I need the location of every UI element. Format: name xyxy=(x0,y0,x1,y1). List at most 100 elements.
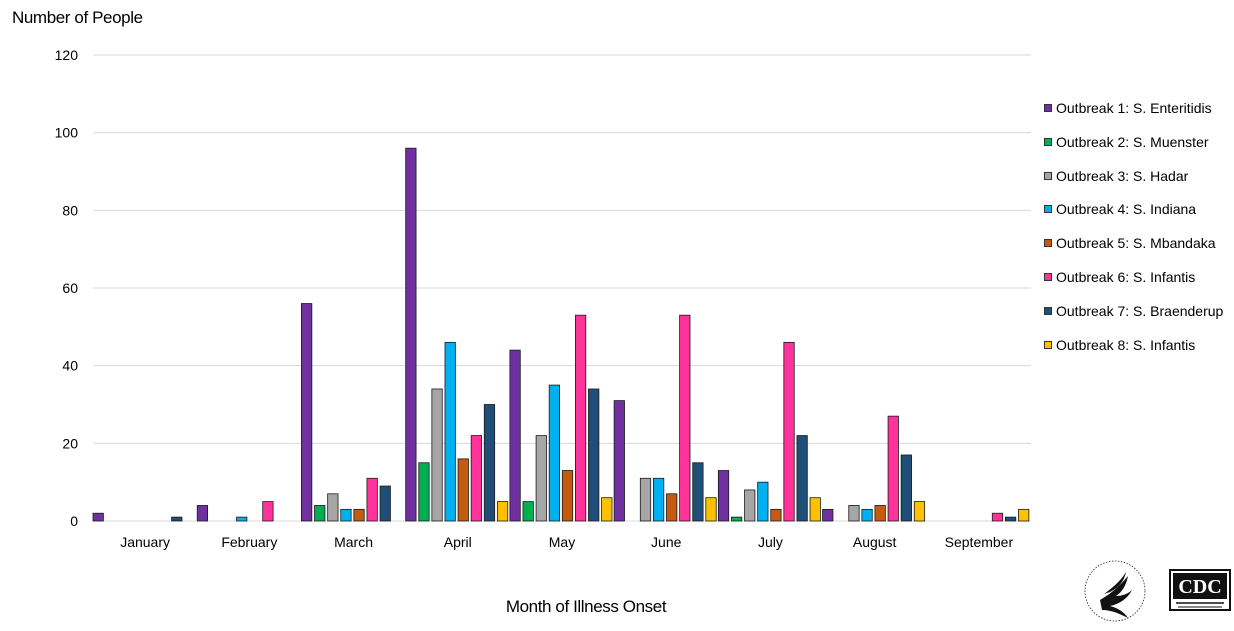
bar xyxy=(991,512,1004,522)
bar xyxy=(548,384,560,522)
legend-label: Outbreak 3: S. Hadar xyxy=(1056,167,1189,184)
bar xyxy=(574,314,587,522)
bar xyxy=(639,477,652,522)
legend-label: Outbreak 2: S. Muenster xyxy=(1056,133,1209,150)
bar xyxy=(379,485,391,522)
x-axis-title: Month of Illness Onset xyxy=(505,597,667,616)
bar xyxy=(1004,516,1017,522)
x-tick-label: March xyxy=(334,534,373,550)
bar xyxy=(653,477,665,522)
legend-item: Outbreak 4: S. Indiana xyxy=(1044,199,1196,219)
legend-label: Outbreak 6: S. Infantis xyxy=(1056,269,1196,285)
bar xyxy=(874,505,886,522)
legend-item: Outbreak 5: S. Mbandaka xyxy=(1044,233,1216,253)
bar xyxy=(509,349,521,522)
y-axis-title: Number of People xyxy=(12,8,143,27)
y-tick-label: 120 xyxy=(55,47,79,63)
x-tick-label: September xyxy=(945,534,1014,550)
bar xyxy=(353,508,365,522)
bar xyxy=(900,454,912,522)
bar xyxy=(744,489,756,522)
bar xyxy=(171,516,183,522)
bar xyxy=(262,501,274,522)
bar xyxy=(366,477,378,522)
bar xyxy=(535,435,547,522)
bar xyxy=(561,470,574,522)
bar xyxy=(196,505,209,522)
bar xyxy=(1018,508,1030,522)
cdc-logo-icon: CDC xyxy=(1169,569,1231,611)
bar xyxy=(444,341,456,522)
hhs-eagle-seal-icon xyxy=(1084,560,1146,622)
bar xyxy=(601,497,613,522)
y-tick-label: 100 xyxy=(55,125,79,141)
legend-label: Outbreak 8: S. Infantis xyxy=(1056,336,1196,353)
bar xyxy=(588,388,600,522)
legend-item: Outbreak 7: S. Braenderup xyxy=(1044,301,1223,321)
legend-swatch xyxy=(1044,239,1052,248)
bar xyxy=(822,508,834,522)
legend-item: Outbreak 3: S. Hadar xyxy=(1044,166,1188,186)
bar xyxy=(314,505,326,522)
y-tick-label: 0 xyxy=(70,513,78,529)
bar xyxy=(783,341,795,522)
x-tick-label: February xyxy=(221,534,277,550)
y-tick-label: 60 xyxy=(62,280,78,296)
y-tick-label: 80 xyxy=(62,202,78,218)
bar xyxy=(717,470,730,522)
bar xyxy=(431,388,443,522)
legend-swatch xyxy=(1044,273,1052,281)
legend-item: Outbreak 8: S. Infantis xyxy=(1044,335,1195,355)
bar xyxy=(757,481,769,522)
legend-label: Outbreak 7: S. Braenderup xyxy=(1056,302,1224,319)
bar xyxy=(861,508,873,522)
bar xyxy=(796,435,808,522)
bar xyxy=(340,508,352,522)
x-tick-label: June xyxy=(651,534,682,550)
y-tick-label: 20 xyxy=(62,435,78,451)
bar xyxy=(692,462,704,522)
x-tick-label: August xyxy=(853,534,897,550)
legend-item: Outbreak 6: S. Infantis xyxy=(1044,267,1195,287)
bar xyxy=(770,508,782,522)
bar xyxy=(731,516,743,522)
bar xyxy=(613,400,625,522)
bar xyxy=(418,462,430,522)
legend-item: Outbreak 1: S. Enteritidis xyxy=(1044,98,1212,118)
bar xyxy=(913,501,926,522)
legend-label: Outbreak 4: S. Indiana xyxy=(1056,201,1197,218)
bar xyxy=(666,493,678,522)
bar xyxy=(92,512,104,522)
bar xyxy=(522,501,534,522)
legend-label: Outbreak 5: S. Mbandaka xyxy=(1056,235,1216,252)
bar xyxy=(809,497,821,522)
svg-text:CDC: CDC xyxy=(1178,576,1221,598)
x-tick-label: April xyxy=(444,534,472,550)
bar xyxy=(679,314,691,522)
bar xyxy=(496,501,509,522)
bar xyxy=(457,458,469,522)
legend-swatch xyxy=(1044,104,1052,112)
bar xyxy=(236,516,248,522)
legend-item: Outbreak 2: S. Muenster xyxy=(1044,132,1209,152)
bar xyxy=(470,435,482,522)
legend-swatch xyxy=(1044,340,1052,349)
legend-swatch xyxy=(1044,137,1052,146)
x-tick-label: January xyxy=(120,534,170,550)
legend-label: Outbreak 1: S. Enteritidis xyxy=(1056,100,1212,116)
legend-swatch xyxy=(1044,205,1052,214)
bar xyxy=(301,303,313,522)
bar xyxy=(705,497,717,522)
bar xyxy=(887,415,899,522)
legend-swatch xyxy=(1044,171,1052,180)
legend-swatch xyxy=(1044,306,1052,315)
bar xyxy=(327,493,339,522)
y-tick-label: 40 xyxy=(62,358,78,374)
x-tick-label: May xyxy=(549,534,575,550)
bar xyxy=(405,147,417,522)
logo-group: CDC xyxy=(1084,560,1231,622)
x-tick-label: July xyxy=(758,534,783,550)
bar xyxy=(848,505,860,522)
bar xyxy=(483,404,496,522)
